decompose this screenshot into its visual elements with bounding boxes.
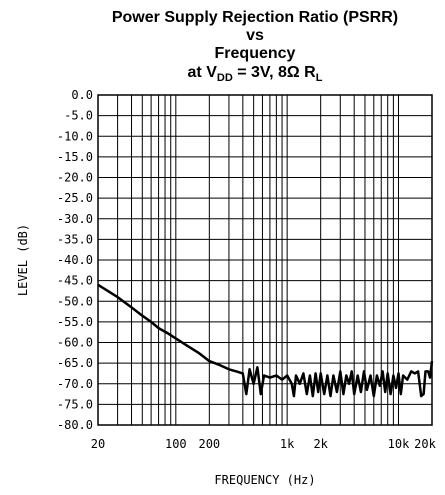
y-tick-label: -20.0 <box>57 171 93 185</box>
y-tick-label: -80.0 <box>57 418 93 432</box>
condition-prefix: at V <box>188 64 218 81</box>
y-tick-label: -5.0 <box>64 109 93 123</box>
x-tick-label: 100 <box>165 437 187 451</box>
chart-title: Power Supply Rejection Ratio (PSRR) vs F… <box>112 9 398 84</box>
title-line-frequency: Frequency <box>215 45 296 62</box>
y-tick-label: -65.0 <box>57 356 93 370</box>
title-line-vs: vs <box>246 27 264 44</box>
y-tick-label: -35.0 <box>57 232 93 246</box>
x-tick-label: 200 <box>198 437 220 451</box>
y-tick-label: -30.0 <box>57 212 93 226</box>
condition-sub-dd: DD <box>217 72 233 84</box>
y-tick-label: -50.0 <box>57 294 93 308</box>
y-tick-label: -40.0 <box>57 253 93 267</box>
y-tick-label: -25.0 <box>57 191 93 205</box>
plot-frame <box>97 94 433 426</box>
series-layer <box>97 283 434 398</box>
y-tick-label: -45.0 <box>57 274 93 288</box>
title-line-condition: at VDD = 3V, 8Ω RL <box>188 64 323 84</box>
psrr-series-line <box>97 283 434 398</box>
x-tick-label: 20 <box>91 437 105 451</box>
x-axis-label: FREQUENCY (Hz) <box>214 473 315 487</box>
x-tick-labels: 20 100 200 1k 2k 10k 20k <box>91 437 437 451</box>
x-tick-label: 10k <box>388 437 410 451</box>
x-tick-label: 2k <box>313 437 328 451</box>
y-tick-label: -70.0 <box>57 377 93 391</box>
y-tick-label: -15.0 <box>57 150 93 164</box>
y-tick-label: -55.0 <box>57 315 93 329</box>
title-line-main: Power Supply Rejection Ratio (PSRR) <box>112 9 398 26</box>
condition-middle: = 3V, 8Ω R <box>233 64 316 81</box>
y-tick-labels: 0.0 -5.0 -10.0 -15.0 -20.0 -25.0 -30.0 -35.0 -40… <box>57 88 93 432</box>
x-tick-label: 20k <box>414 437 436 451</box>
grid <box>98 94 433 426</box>
condition-sub-l: L <box>316 72 323 84</box>
y-tick-label: -60.0 <box>57 336 93 350</box>
y-tick-label: -75.0 <box>57 397 93 411</box>
y-tick-label: 0.0 <box>71 88 93 102</box>
x-tick-label: 1k <box>280 437 295 451</box>
y-tick-label: -10.0 <box>57 129 93 143</box>
y-axis-label: LEVEL (dB) <box>16 224 30 296</box>
